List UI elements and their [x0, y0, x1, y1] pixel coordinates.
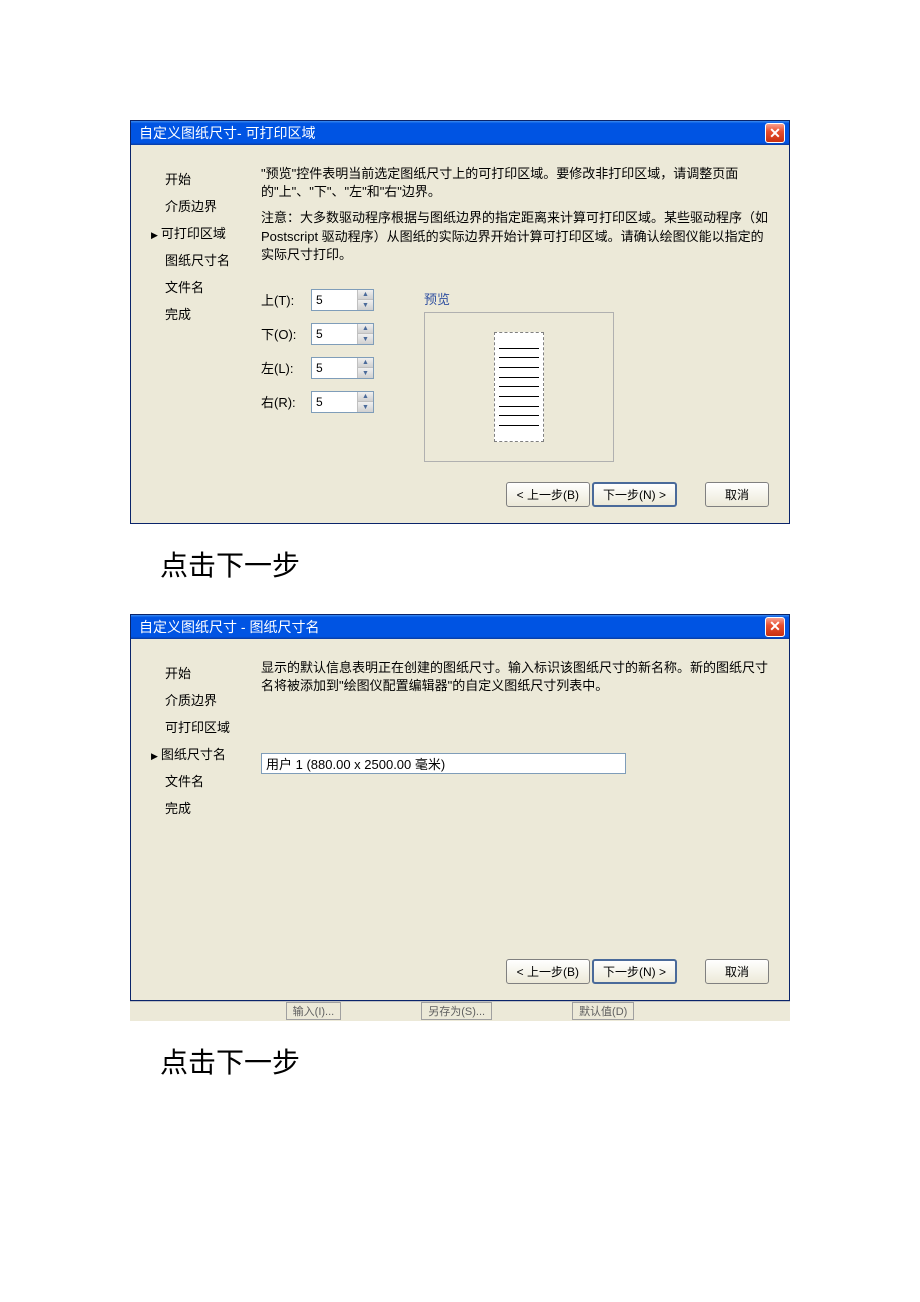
margin-right-group: 右(R): ▲ ▼ — [261, 391, 374, 413]
sidebar-item-done: 完成 — [151, 300, 251, 327]
sidebar-item-filename: 文件名 — [151, 273, 251, 300]
sidebar-item-printable: 可打印区域 — [151, 219, 251, 246]
spin-down-icon[interactable]: ▼ — [358, 334, 373, 344]
preview-line — [499, 348, 539, 349]
description-1: "预览"控件表明当前选定图纸尺寸上的可打印区域。要修改非打印区域，请调整页面的"… — [261, 165, 769, 201]
spin-up-icon[interactable]: ▲ — [358, 392, 373, 403]
prev-button[interactable]: < 上一步(B) — [506, 482, 590, 507]
margin-right-label: 右(R): — [261, 392, 311, 411]
preview-line — [499, 386, 539, 387]
spin-up-icon[interactable]: ▲ — [358, 358, 373, 369]
prev-button[interactable]: < 上一步(B) — [506, 959, 590, 984]
next-button[interactable]: 下一步(N) > — [592, 482, 677, 507]
strip-saveas-button[interactable]: 另存为(S)... — [421, 1002, 492, 1020]
preview-frame — [424, 312, 614, 462]
margin-right-input[interactable] — [312, 392, 357, 412]
button-row: < 上一步(B) 下一步(N) > 取消 — [131, 472, 789, 523]
paper-name-input[interactable] — [261, 753, 626, 774]
sidebar-item-name: 图纸尺寸名 — [151, 740, 251, 767]
inputs-row: 上(T): ▲ ▼ 下(O): — [261, 289, 769, 462]
dialog-body: 开始 介质边界 可打印区域 图纸尺寸名 文件名 完成 显示的默认信息表明正在创建… — [131, 639, 789, 949]
content-area: 显示的默认信息表明正在创建的图纸尺寸。输入标识该图纸尺寸的新名称。新的图纸尺寸名… — [251, 659, 769, 939]
margin-inputs: 上(T): ▲ ▼ 下(O): — [261, 289, 374, 462]
wizard-sidebar: 开始 介质边界 可打印区域 图纸尺寸名 文件名 完成 — [151, 659, 251, 939]
margin-left-input[interactable] — [312, 358, 357, 378]
margin-bottom-input[interactable] — [312, 324, 357, 344]
margin-bottom-label: 下(O): — [261, 324, 311, 343]
close-icon[interactable]: ✕ — [765, 123, 785, 143]
sidebar-item-name: 图纸尺寸名 — [151, 246, 251, 273]
margin-top-spinner: ▲ ▼ — [311, 289, 374, 311]
preview-line — [499, 425, 539, 426]
sidebar-item-filename: 文件名 — [151, 767, 251, 794]
margin-bottom-spinner: ▲ ▼ — [311, 323, 374, 345]
margin-bottom-group: 下(O): ▲ ▼ — [261, 323, 374, 345]
spinner-buttons: ▲ ▼ — [357, 290, 373, 310]
close-icon[interactable]: ✕ — [765, 617, 785, 637]
margin-left-spinner: ▲ ▼ — [311, 357, 374, 379]
dialog-title: 自定义图纸尺寸- 可打印区域 — [139, 123, 316, 143]
spin-up-icon[interactable]: ▲ — [358, 324, 373, 335]
description: 显示的默认信息表明正在创建的图纸尺寸。输入标识该图纸尺寸的新名称。新的图纸尺寸名… — [261, 659, 769, 695]
dialog-paper-name: 自定义图纸尺寸 - 图纸尺寸名 ✕ 开始 介质边界 可打印区域 图纸尺寸名 文件… — [130, 614, 790, 1001]
margin-top-label: 上(T): — [261, 290, 311, 309]
spin-down-icon[interactable]: ▼ — [358, 300, 373, 310]
bottom-strip: 输入(I)... 另存为(S)... 默认值(D) — [130, 1001, 790, 1021]
margin-left-group: 左(L): ▲ ▼ — [261, 357, 374, 379]
preview-line — [499, 415, 539, 416]
strip-default-button[interactable]: 默认值(D) — [572, 1002, 634, 1020]
content-area: "预览"控件表明当前选定图纸尺寸上的可打印区域。要修改非打印区域，请调整页面的"… — [251, 165, 769, 462]
preview-line — [499, 406, 539, 407]
preview-line — [499, 377, 539, 378]
wizard-sidebar: 开始 介质边界 可打印区域 图纸尺寸名 文件名 完成 — [151, 165, 251, 462]
spin-up-icon[interactable]: ▲ — [358, 290, 373, 301]
margin-left-label: 左(L): — [261, 358, 311, 377]
preview-line — [499, 396, 539, 397]
dialog-title: 自定义图纸尺寸 - 图纸尺寸名 — [139, 617, 319, 637]
strip-input-button[interactable]: 输入(I)... — [286, 1002, 342, 1020]
sidebar-item-start: 开始 — [151, 659, 251, 686]
cancel-button[interactable]: 取消 — [705, 482, 769, 507]
titlebar[interactable]: 自定义图纸尺寸- 可打印区域 ✕ — [131, 121, 789, 145]
spin-down-icon[interactable]: ▼ — [358, 402, 373, 412]
cancel-button[interactable]: 取消 — [705, 959, 769, 984]
sidebar-item-printable: 可打印区域 — [151, 713, 251, 740]
button-row: < 上一步(B) 下一步(N) > 取消 — [131, 949, 789, 1000]
sidebar-item-start: 开始 — [151, 165, 251, 192]
titlebar[interactable]: 自定义图纸尺寸 - 图纸尺寸名 ✕ — [131, 615, 789, 639]
preview-line — [499, 357, 539, 358]
preview-page-icon — [494, 332, 544, 442]
spinner-buttons: ▲ ▼ — [357, 392, 373, 412]
instruction-text-2: 点击下一步 — [160, 1041, 790, 1081]
margin-right-spinner: ▲ ▼ — [311, 391, 374, 413]
instruction-text-1: 点击下一步 — [160, 544, 790, 584]
preview-line — [499, 367, 539, 368]
margin-top-group: 上(T): ▲ ▼ — [261, 289, 374, 311]
description-2: 注意：大多数驱动程序根据与图纸边界的指定距离来计算可打印区域。某些驱动程序（如 … — [261, 209, 769, 264]
dialog-body: 开始 介质边界 可打印区域 图纸尺寸名 文件名 完成 "预览"控件表明当前选定图… — [131, 145, 789, 472]
sidebar-item-media: 介质边界 — [151, 686, 251, 713]
preview-label: 预览 — [424, 289, 614, 308]
spinner-buttons: ▲ ▼ — [357, 358, 373, 378]
sidebar-item-media: 介质边界 — [151, 192, 251, 219]
spin-down-icon[interactable]: ▼ — [358, 368, 373, 378]
margin-top-input[interactable] — [312, 290, 357, 310]
next-button[interactable]: 下一步(N) > — [592, 959, 677, 984]
dialog-printable-area: 自定义图纸尺寸- 可打印区域 ✕ 开始 介质边界 可打印区域 图纸尺寸名 文件名… — [130, 120, 790, 524]
preview-box: 预览 — [424, 289, 614, 462]
sidebar-item-done: 完成 — [151, 794, 251, 821]
spinner-buttons: ▲ ▼ — [357, 324, 373, 344]
